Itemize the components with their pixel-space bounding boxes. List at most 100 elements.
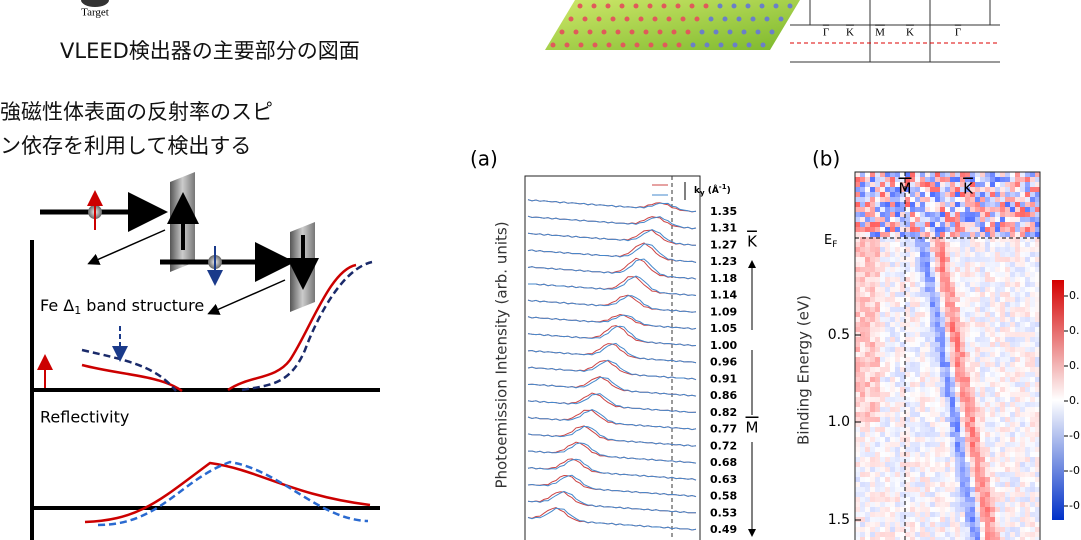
ef-sub: F (832, 240, 837, 250)
heat-cell (955, 332, 960, 337)
heat-cell (855, 437, 860, 442)
heat-cell (970, 517, 975, 522)
heat-cell (910, 497, 915, 502)
heat-cell (940, 312, 945, 317)
heat-cell (1010, 187, 1015, 192)
heat-cell (860, 357, 865, 362)
heat-cell (860, 292, 865, 297)
heat-cell (890, 277, 895, 282)
heat-cell (880, 302, 885, 307)
k-value: 0.58 (710, 490, 737, 503)
heat-cell (870, 452, 875, 457)
heat-cell (975, 502, 980, 507)
heat-cell (990, 312, 995, 317)
heat-cell (930, 227, 935, 232)
heat-cell (1030, 422, 1035, 427)
heat-cell (950, 367, 955, 372)
heat-cell (1025, 402, 1030, 407)
heat-cell (880, 372, 885, 377)
heat-cell (950, 302, 955, 307)
heat-cell (1010, 472, 1015, 477)
heat-cell (885, 427, 890, 432)
heat-cell (1020, 367, 1025, 372)
heat-cell (930, 322, 935, 327)
heat-cell (890, 492, 895, 497)
heat-cell (1020, 247, 1025, 252)
heat-cell (895, 222, 900, 227)
heat-cell (915, 457, 920, 462)
heat-cell (975, 417, 980, 422)
heat-cell (860, 527, 865, 532)
heat-cell (1010, 527, 1015, 532)
heat-cell (945, 477, 950, 482)
heat-cell (1030, 392, 1035, 397)
heat-cell (920, 187, 925, 192)
heat-cell (910, 212, 915, 217)
heat-cell (945, 482, 950, 487)
heat-cell (870, 372, 875, 377)
heat-cell (970, 477, 975, 482)
heat-cell (950, 242, 955, 247)
heat-cell (865, 522, 870, 527)
heat-cell (910, 522, 915, 527)
heat-cell (855, 462, 860, 467)
heat-cell (915, 392, 920, 397)
atom (662, 4, 667, 9)
heat-cell (1000, 447, 1005, 452)
heat-cell (1015, 372, 1020, 377)
heat-cell (915, 362, 920, 367)
heat-cell (975, 382, 980, 387)
heat-cell (965, 372, 970, 377)
heat-cell (960, 467, 965, 472)
heat-cell (925, 337, 930, 342)
heat-cell (945, 522, 950, 527)
k-value: 1.09 (710, 305, 737, 318)
k-value: 0.63 (710, 473, 737, 486)
heat-cell (995, 322, 1000, 327)
heat-cell (1020, 212, 1025, 217)
heat-cell (1025, 267, 1030, 272)
heat-cell (940, 407, 945, 412)
heat-cell (865, 192, 870, 197)
heat-cell (935, 402, 940, 407)
heat-cell (895, 392, 900, 397)
heat-cell (1015, 527, 1020, 532)
heat-cell (880, 192, 885, 197)
heat-cell (910, 392, 915, 397)
heat-cell (925, 457, 930, 462)
heat-cell (895, 302, 900, 307)
heat-cell (905, 517, 910, 522)
heat-cell (905, 252, 910, 257)
heat-cell (980, 382, 985, 387)
heat-cell (1020, 262, 1025, 267)
heat-cell (920, 402, 925, 407)
heat-cell (970, 392, 975, 397)
heat-cell (915, 192, 920, 197)
heat-cell (855, 242, 860, 247)
heat-cell (885, 322, 890, 327)
heat-cell (940, 417, 945, 422)
heat-cell (975, 232, 980, 237)
heat-cell (1025, 332, 1030, 337)
heat-cell (1005, 212, 1010, 217)
heat-cell (885, 287, 890, 292)
heat-cell (935, 512, 940, 517)
heat-cell (860, 277, 865, 282)
heat-cell (895, 342, 900, 347)
heat-cell (995, 272, 1000, 277)
heat-cell (1015, 192, 1020, 197)
heat-cell (860, 312, 865, 317)
heat-cell (930, 252, 935, 257)
heat-cell (885, 202, 890, 207)
heat-cell (990, 307, 995, 312)
heat-cell (925, 477, 930, 482)
heat-cell (1010, 272, 1015, 277)
heat-cell (910, 407, 915, 412)
heat-cell (950, 472, 955, 477)
heat-cell (960, 372, 965, 377)
heat-cell (985, 447, 990, 452)
description: 強磁性体表面の反射率のスピ (0, 100, 273, 124)
heat-cell (930, 442, 935, 447)
atom (635, 43, 640, 48)
heat-cell (945, 412, 950, 417)
